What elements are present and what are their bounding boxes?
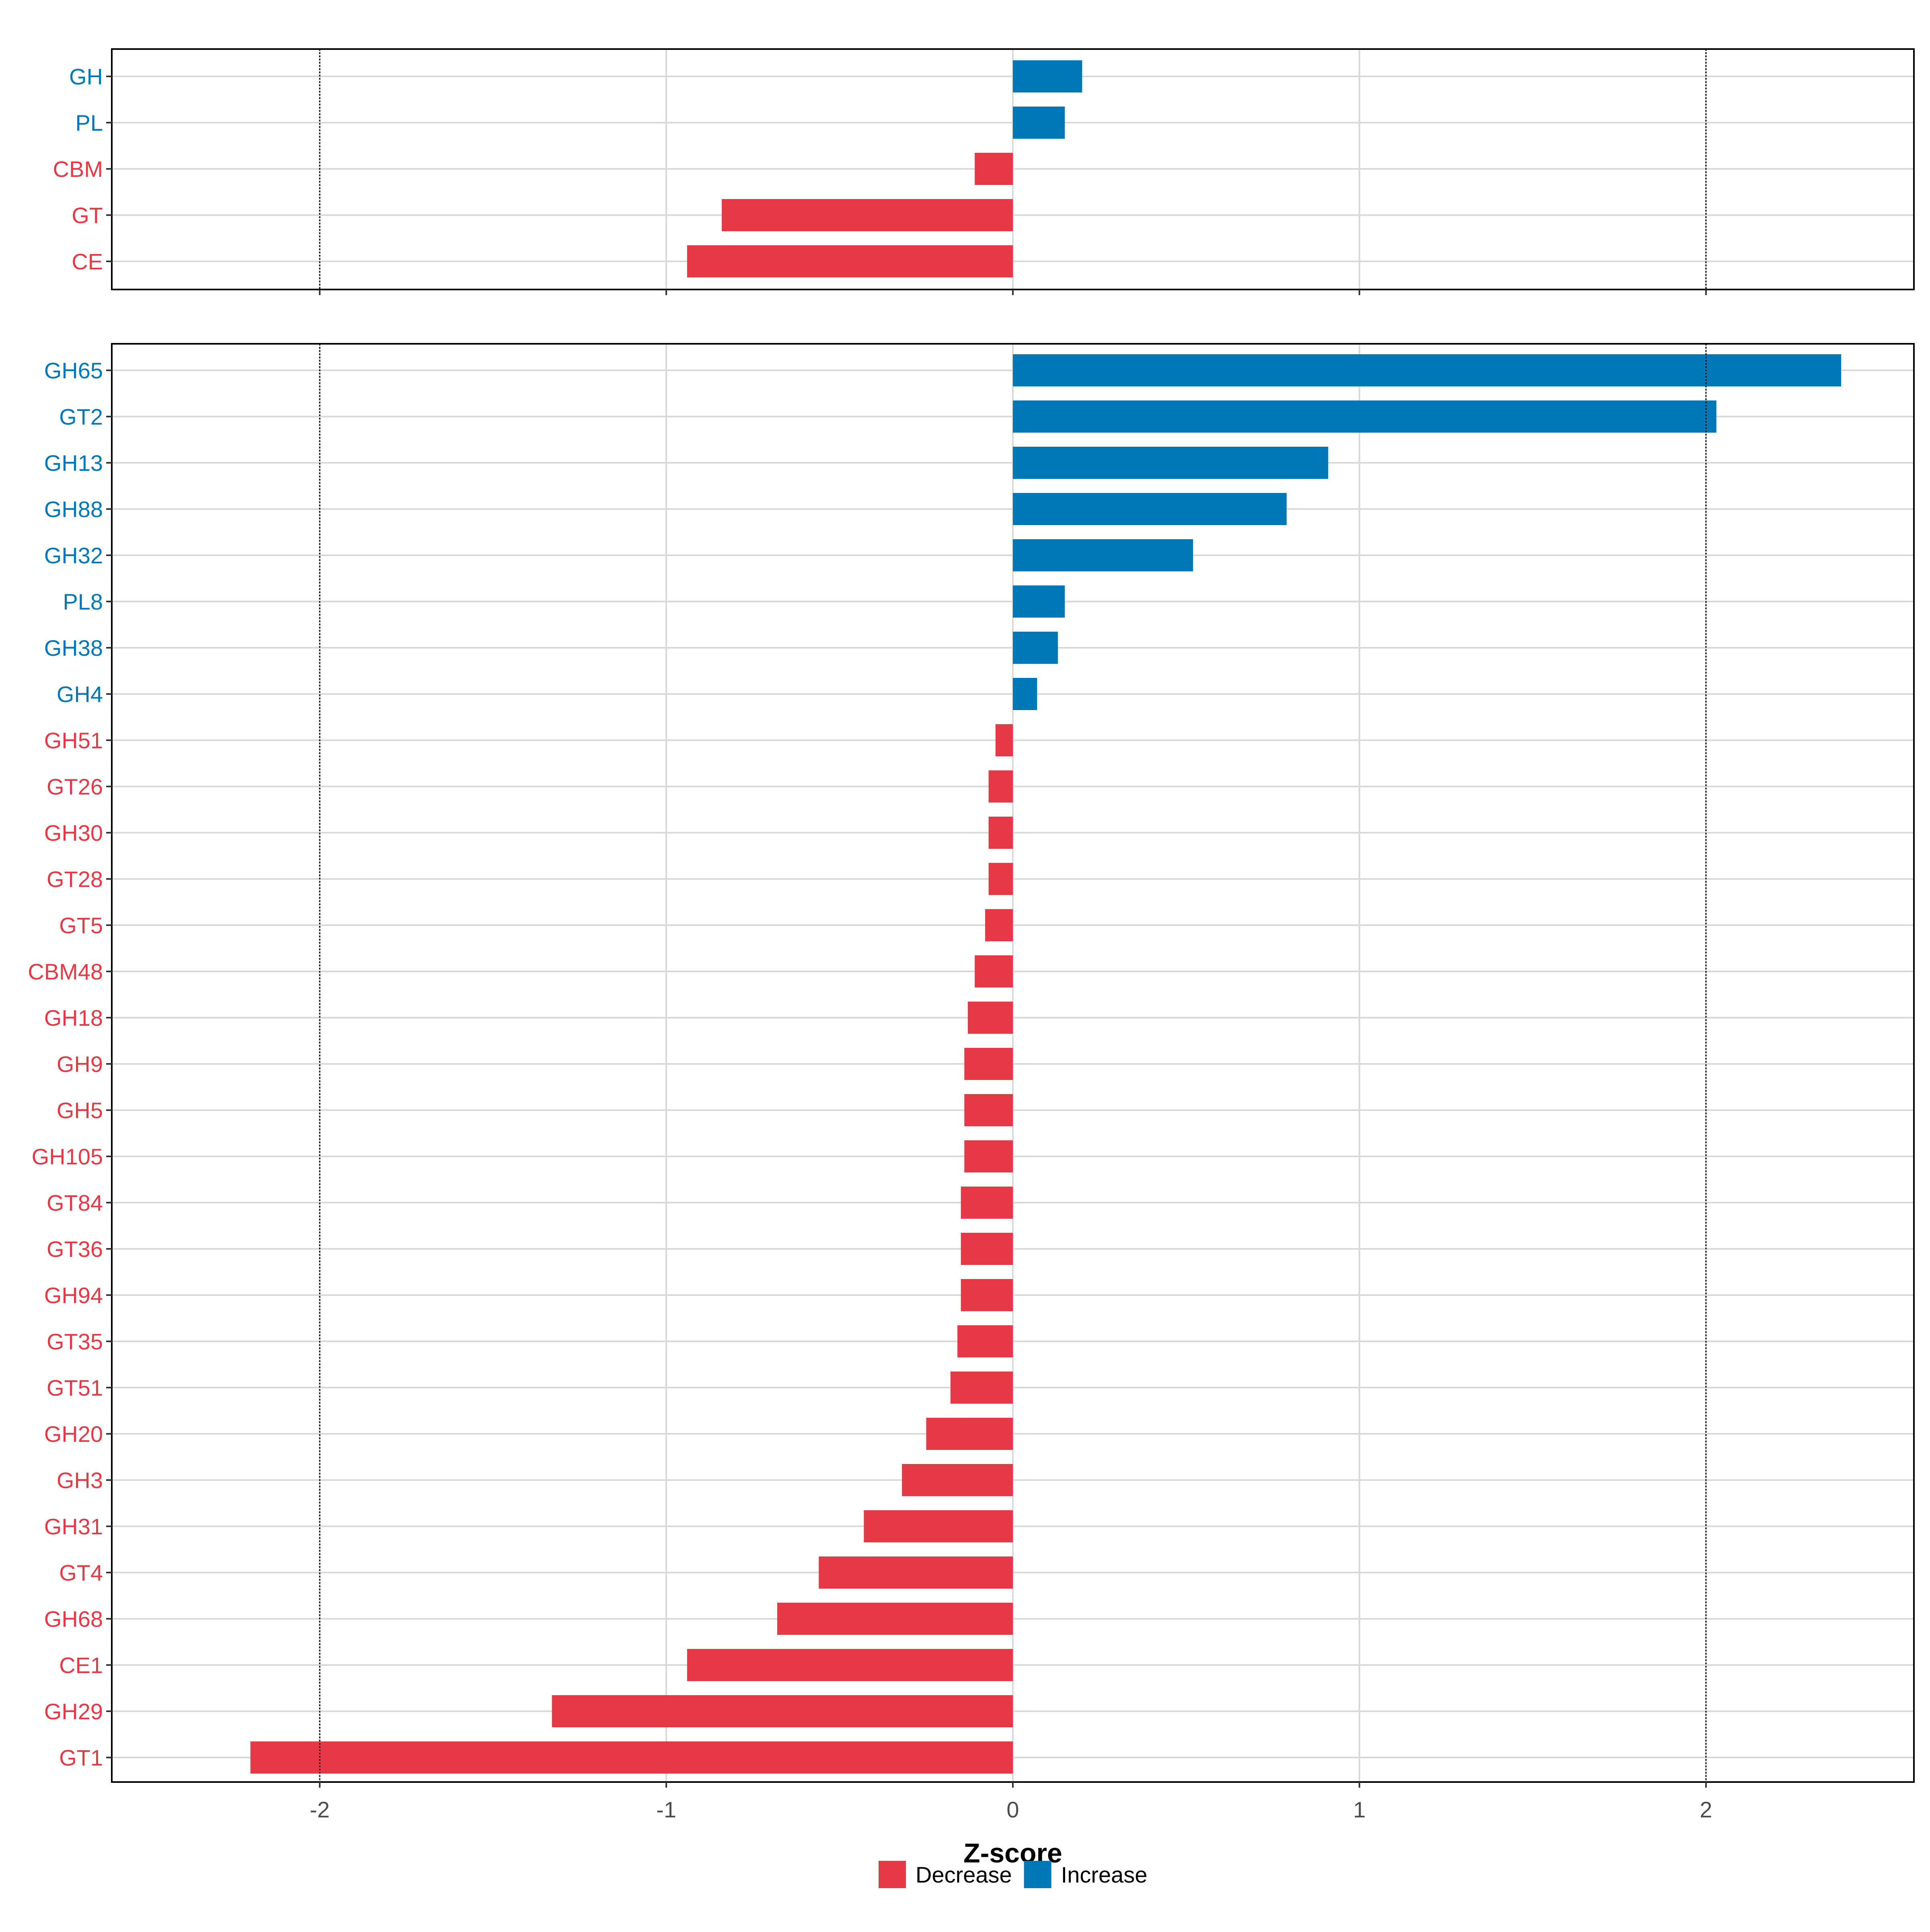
bar-GH29 <box>552 1695 1013 1727</box>
bar-GH32 <box>1013 539 1193 571</box>
category-label-GT36: GT36 <box>47 1236 103 1262</box>
category-label-GH3: GH3 <box>57 1468 103 1493</box>
category-label-GT2: GT2 <box>59 404 103 429</box>
category-label-GH31: GH31 <box>44 1514 103 1539</box>
bar-GT36 <box>961 1233 1013 1265</box>
category-label-CE: CE <box>72 249 103 274</box>
legend-swatch-decrease <box>879 1861 906 1888</box>
bar-GH <box>1013 60 1082 92</box>
category-label-GT28: GT28 <box>47 866 103 892</box>
bar-PL <box>1013 107 1065 139</box>
bar-GH68 <box>777 1603 1013 1635</box>
bar-GH4 <box>1013 678 1037 710</box>
bar-GT26 <box>988 770 1013 803</box>
bar-GH38 <box>1013 632 1058 664</box>
bar-GH5 <box>964 1094 1013 1126</box>
category-label-CE1: CE1 <box>59 1653 103 1678</box>
category-label-GH51: GH51 <box>44 728 103 753</box>
legend-swatch-increase <box>1024 1861 1051 1888</box>
bar-GH51 <box>995 724 1013 756</box>
bar-GT28 <box>988 863 1013 895</box>
bar-CBM <box>975 153 1013 185</box>
legend: Decrease Increase <box>879 1861 1147 1888</box>
category-label-GH4: GH4 <box>57 682 103 707</box>
category-label-GT26: GT26 <box>47 774 103 799</box>
bar-GH88 <box>1013 493 1287 525</box>
bar-CE1 <box>687 1649 1013 1681</box>
category-label-GH: GH <box>69 64 103 89</box>
category-label-GT5: GT5 <box>59 913 103 938</box>
category-label-GH68: GH68 <box>44 1606 103 1632</box>
x-tick-label-1: 1 <box>1353 1797 1365 1822</box>
legend-label-decrease: Decrease <box>916 1862 1012 1887</box>
bar-PL8 <box>1013 585 1065 618</box>
bar-GT84 <box>961 1187 1013 1219</box>
category-label-GT4: GT4 <box>59 1560 103 1585</box>
x-axis: -2 -1 0 1 2 <box>310 1797 1712 1822</box>
category-label-GH13: GH13 <box>44 450 103 476</box>
category-label-GH94: GH94 <box>44 1283 103 1308</box>
bar-GH20 <box>926 1418 1013 1450</box>
category-label-GH65: GH65 <box>44 358 103 383</box>
bar-GH105 <box>964 1140 1013 1172</box>
bar-CE <box>687 245 1013 277</box>
bar-GH9 <box>964 1048 1013 1080</box>
category-label-GT: GT <box>72 203 103 228</box>
panel-classes: GH PL CBM GT CE <box>53 48 1915 295</box>
category-label-GT84: GT84 <box>47 1190 103 1215</box>
bar-GT4 <box>819 1556 1013 1589</box>
category-label-GH30: GH30 <box>44 820 103 846</box>
category-label-GT51: GT51 <box>47 1375 103 1400</box>
bar-GH31 <box>864 1510 1013 1542</box>
bar-GT51 <box>950 1371 1013 1404</box>
category-label-GH32: GH32 <box>44 543 103 568</box>
x-tick-label--2: -2 <box>310 1797 330 1822</box>
x-tick-label-0: 0 <box>1006 1797 1019 1822</box>
category-label-CBM48: CBM48 <box>28 959 103 984</box>
bar-GH94 <box>961 1279 1013 1311</box>
category-label-GH5: GH5 <box>57 1098 103 1123</box>
category-label-GH9: GH9 <box>57 1051 103 1077</box>
category-label-CBM: CBM <box>53 156 103 182</box>
category-label-GH88: GH88 <box>44 497 103 522</box>
category-label-GH105: GH105 <box>32 1144 103 1169</box>
bar-GH18 <box>967 1002 1013 1034</box>
x-tick-label-2: 2 <box>1700 1797 1712 1822</box>
category-label-GT35: GT35 <box>47 1329 103 1354</box>
bar-GH3 <box>902 1464 1013 1496</box>
bar-GH30 <box>988 817 1013 849</box>
category-label-GT1: GT1 <box>59 1745 103 1770</box>
category-label-GH29: GH29 <box>44 1699 103 1724</box>
bar-GH13 <box>1013 447 1328 479</box>
panel-families: GH65 GT2 GH13 GH88 GH32 PL8 GH38 GH4 GH51 GT26 GH3… <box>28 343 1915 1788</box>
bar-GT5 <box>985 909 1013 941</box>
bar-GT2 <box>1013 400 1716 433</box>
category-label-GH38: GH38 <box>44 635 103 661</box>
bar-GT35 <box>957 1325 1013 1357</box>
bar-CBM48 <box>975 955 1013 988</box>
category-label-GH18: GH18 <box>44 1005 103 1031</box>
category-label-GH20: GH20 <box>44 1421 103 1447</box>
bar-GT1 <box>250 1741 1013 1774</box>
category-label-PL8: PL8 <box>63 589 103 614</box>
bar-GT <box>721 199 1013 231</box>
category-label-PL: PL <box>76 110 103 136</box>
x-tick-label--1: -1 <box>656 1797 676 1822</box>
legend-label-increase: Increase <box>1061 1862 1148 1887</box>
bar-GH65 <box>1013 354 1841 386</box>
